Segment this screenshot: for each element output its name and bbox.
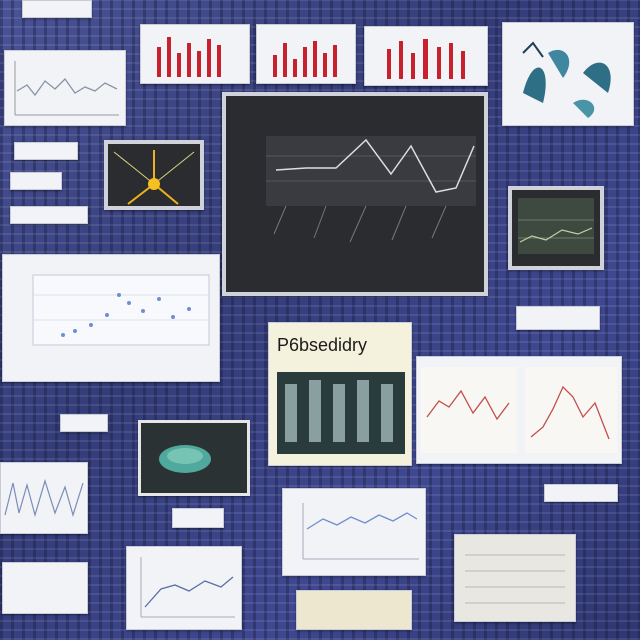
turtle-photo [138,420,250,496]
burst-screen [104,140,204,210]
bar-chart-3 [387,39,465,79]
bar-chart-card-2 [256,24,356,84]
line-chart-center [266,136,476,243]
line-chart-card-top-left [4,50,126,126]
bar-chart-2 [273,41,337,77]
dual-chart-card [416,356,622,464]
banner-card: P6bsedidry [268,322,412,466]
center-tag [172,508,224,528]
bottom-center-card [296,590,412,630]
line-chart-top-left [14,61,119,116]
bottom-mid-chart-card [126,546,242,630]
small-tag-a [14,142,78,160]
bottom-left-card [2,562,88,614]
peaks-chart-card [0,462,88,534]
bar-chart-card-1 [140,24,250,84]
bottom-mid-chart [140,557,235,618]
right-tag [516,306,600,330]
bottom-line-chart [302,503,419,560]
grid-chart-right [518,198,594,254]
top-left-tag [22,0,92,18]
bottom-line-chart-card [282,488,426,576]
bottom-right-card [454,534,576,622]
small-tag-b [10,172,62,190]
bar-chart-1 [157,37,221,77]
turtle-image [141,423,247,493]
small-tag-c [10,206,88,224]
starburst-icon [113,150,195,205]
dual-line-charts [421,367,617,453]
center-chart-screen [222,92,488,296]
peaks-chart [4,478,84,518]
illustration-card-top-right [502,22,634,126]
right-small-tag [544,484,618,502]
banner-title: P6bsedidry [277,335,368,355]
mid-left-tag [60,414,108,432]
banner-photo [277,372,405,454]
bar-chart-card-3 [364,26,488,86]
scatter-card [2,254,220,382]
scatter-plot [32,274,210,346]
bottom-right-lines [465,554,565,604]
leaf-icon [522,41,611,118]
right-screen [508,186,604,270]
